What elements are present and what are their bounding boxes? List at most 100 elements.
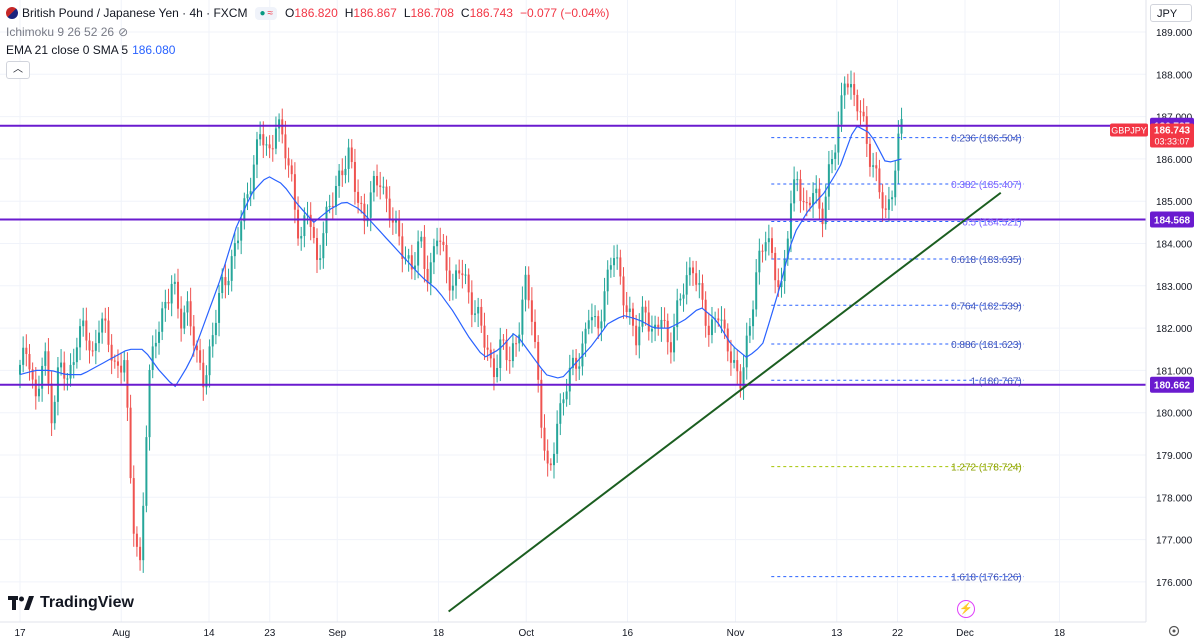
ema-legend[interactable]: EMA 21 close 0 SMA 5 186.080: [6, 43, 175, 57]
time-tick-label: Sep: [328, 628, 346, 639]
candle-body: [395, 218, 398, 223]
candle-body: [710, 319, 713, 336]
price-label-box: [1150, 211, 1194, 228]
symbol-title[interactable]: British Pound / Japanese Yen · 4h · FXCM: [22, 6, 248, 20]
candle-body: [455, 270, 458, 286]
candle-body: [530, 300, 533, 322]
fib-level-label: 1.618 (176.126): [951, 573, 1022, 584]
candle-body: [805, 202, 808, 204]
candle-body: [120, 365, 123, 373]
candle-body: [764, 242, 767, 252]
candle-body: [284, 134, 287, 159]
candle-body: [167, 301, 170, 304]
candle-body: [881, 192, 884, 209]
candle-body: [350, 147, 353, 163]
candle-body: [328, 205, 331, 207]
candle-body: [132, 478, 135, 534]
candle-body: [827, 164, 830, 197]
candle-body: [205, 375, 208, 388]
candle-body: [360, 202, 363, 204]
candle-body: [467, 274, 470, 293]
candle-body: [63, 362, 66, 379]
candle-body: [508, 360, 511, 362]
candle-body: [701, 283, 704, 300]
candle-body: [388, 198, 391, 221]
candle-body: [309, 214, 312, 227]
status-pill[interactable]: ● ≈: [255, 6, 278, 20]
lightning-icon[interactable]: ⚡: [957, 600, 975, 618]
candle-body: [638, 326, 641, 346]
candle-body: [319, 258, 322, 260]
candle-body: [755, 272, 758, 310]
candle-body: [334, 186, 337, 207]
time-tick-label: Dec: [956, 628, 974, 639]
flag-icon: [6, 7, 18, 19]
time-tick-label: 23: [264, 628, 276, 639]
candle-body: [41, 365, 44, 389]
candle-body: [840, 95, 843, 125]
candle-body: [824, 196, 827, 225]
candle-body: [587, 320, 590, 329]
candle-body: [761, 250, 764, 252]
candle-body: [25, 347, 28, 355]
candle-body: [268, 144, 271, 149]
candle-body: [891, 197, 894, 200]
candle-body: [786, 238, 789, 260]
candle-body: [281, 119, 284, 135]
delay-icon: ≈: [267, 7, 274, 19]
candle-body: [540, 379, 543, 428]
candle-body: [423, 236, 426, 269]
candle-body: [385, 186, 388, 199]
collapse-legend-button[interactable]: ︿: [6, 61, 30, 79]
settings-gear-center: [1172, 629, 1176, 633]
candle-body: [274, 128, 277, 149]
candle-body: [676, 300, 679, 328]
candle-body: [843, 83, 846, 96]
candle-body: [831, 158, 834, 165]
candle-body: [619, 257, 622, 277]
candle-body: [372, 175, 375, 193]
candle-body: [752, 309, 755, 327]
ichimoku-legend[interactable]: Ichimoku 9 26 52 26 ⊘: [6, 25, 128, 39]
price-tick-label: 183.000: [1156, 282, 1193, 293]
candle-body: [729, 351, 732, 363]
candle-body: [480, 306, 483, 326]
candle-body: [31, 369, 34, 380]
price-tick-label: 185.000: [1156, 197, 1193, 208]
candle-body: [521, 299, 524, 335]
eye-hidden-icon[interactable]: ⊘: [118, 25, 129, 39]
candle-body: [774, 252, 777, 281]
candle-body: [262, 134, 265, 146]
candle-body: [875, 165, 878, 169]
candle-body: [834, 152, 837, 159]
candle-body: [158, 331, 161, 343]
time-tick-label: 13: [831, 628, 843, 639]
price-tick-label: 184.000: [1156, 240, 1193, 251]
candle-body: [186, 301, 189, 313]
candle-body: [461, 273, 464, 276]
candle-body: [496, 367, 499, 378]
currency-button[interactable]: JPY: [1150, 4, 1192, 22]
candle-body: [344, 168, 347, 176]
candle-body: [546, 450, 549, 464]
candle-body: [265, 144, 268, 146]
time-tick-label: Aug: [112, 628, 130, 639]
candle-body: [865, 116, 868, 144]
candle-body: [116, 361, 119, 366]
candle-body: [353, 162, 356, 192]
candle-body: [379, 185, 382, 188]
candle-body: [44, 351, 47, 366]
candle-body: [28, 354, 31, 370]
tradingview-logo[interactable]: TradingView: [8, 594, 134, 612]
candle-body: [534, 321, 537, 342]
candle-body: [382, 186, 385, 188]
candle-body: [606, 269, 609, 292]
candle-body: [192, 326, 195, 346]
candle-body: [148, 369, 151, 438]
fib-level-label: 1 (180.767): [971, 376, 1022, 387]
candle-body: [458, 270, 461, 274]
candle-body: [442, 241, 445, 245]
candle-body: [464, 274, 467, 276]
candle-body: [625, 305, 628, 313]
